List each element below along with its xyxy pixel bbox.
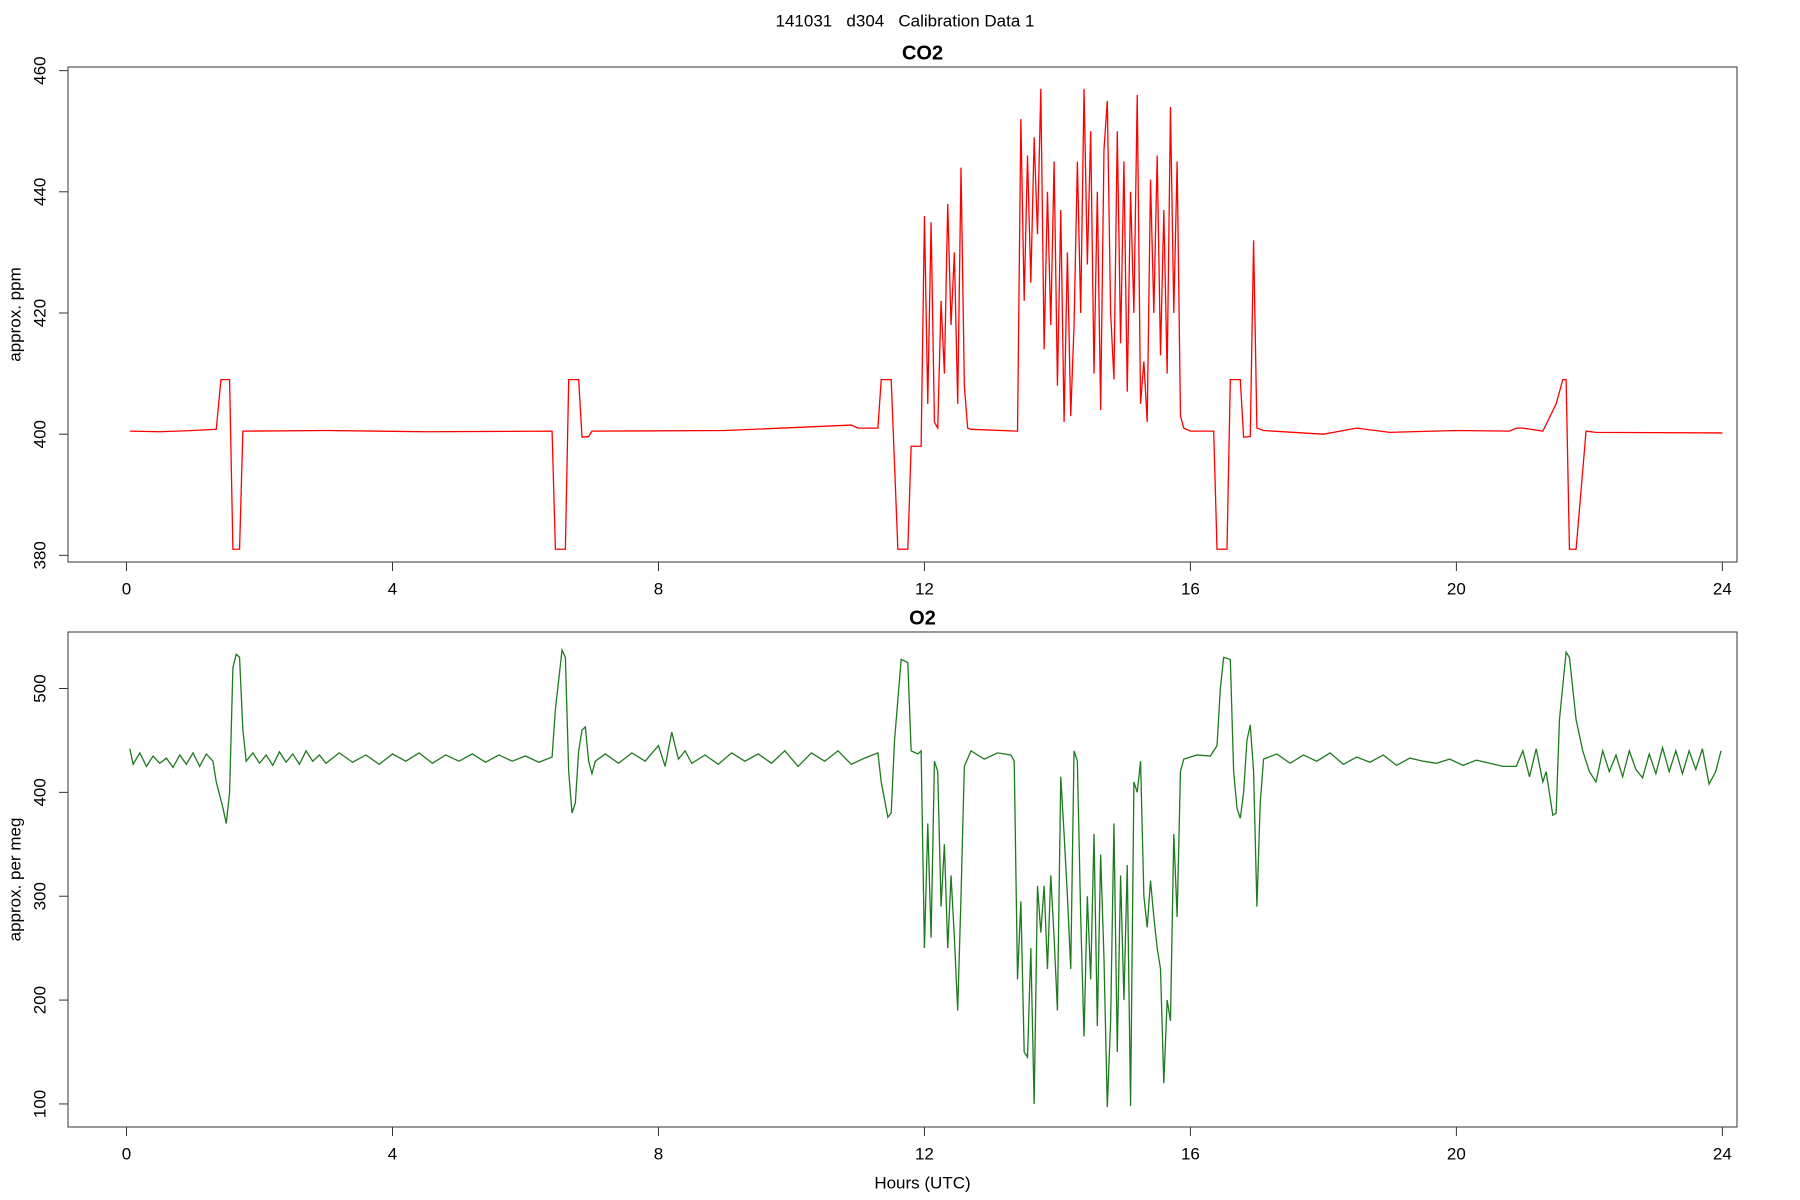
plot-box [67, 66, 1738, 563]
x-tick-label: 8 [654, 579, 663, 598]
y-tick-label: 400 [30, 420, 49, 448]
y-tick-label: 100 [30, 1090, 49, 1118]
panel-title: O2 [909, 607, 936, 629]
y-axis-label: approx. per meg [5, 818, 24, 942]
y-tick-label: 420 [30, 299, 49, 327]
y-axis-label: approx. ppm [5, 267, 24, 362]
panel-title: CO2 [902, 42, 943, 64]
x-tick-label: 4 [388, 1144, 397, 1163]
x-tick-label: 12 [915, 579, 934, 598]
figure-title: 141031 d304 Calibration Data 1 [776, 11, 1035, 30]
data-line [129, 88, 1723, 550]
y-tick-label: 400 [30, 778, 49, 806]
x-tick-label: 16 [1181, 579, 1200, 598]
x-tick-label: 4 [388, 579, 397, 598]
x-tick-label: 20 [1447, 1144, 1466, 1163]
x-tick-label: 16 [1181, 1144, 1200, 1163]
y-tick-label: 380 [30, 541, 49, 569]
y-tick-label: 460 [30, 56, 49, 84]
x-tick-label: 12 [915, 1144, 934, 1163]
x-tick-label: 0 [122, 579, 131, 598]
y-tick-label: 300 [30, 882, 49, 910]
data-line [129, 647, 1722, 1108]
plot-box [67, 631, 1738, 1128]
x-tick-label: 24 [1713, 1144, 1732, 1163]
y-tick-label: 500 [30, 674, 49, 702]
x-axis-label: Hours (UTC) [874, 1173, 970, 1192]
y-tick-label: 440 [30, 178, 49, 206]
x-tick-label: 20 [1447, 579, 1466, 598]
x-tick-label: 8 [654, 1144, 663, 1163]
x-tick-label: 0 [122, 1144, 131, 1163]
x-tick-label: 24 [1713, 579, 1732, 598]
y-tick-label: 200 [30, 986, 49, 1014]
